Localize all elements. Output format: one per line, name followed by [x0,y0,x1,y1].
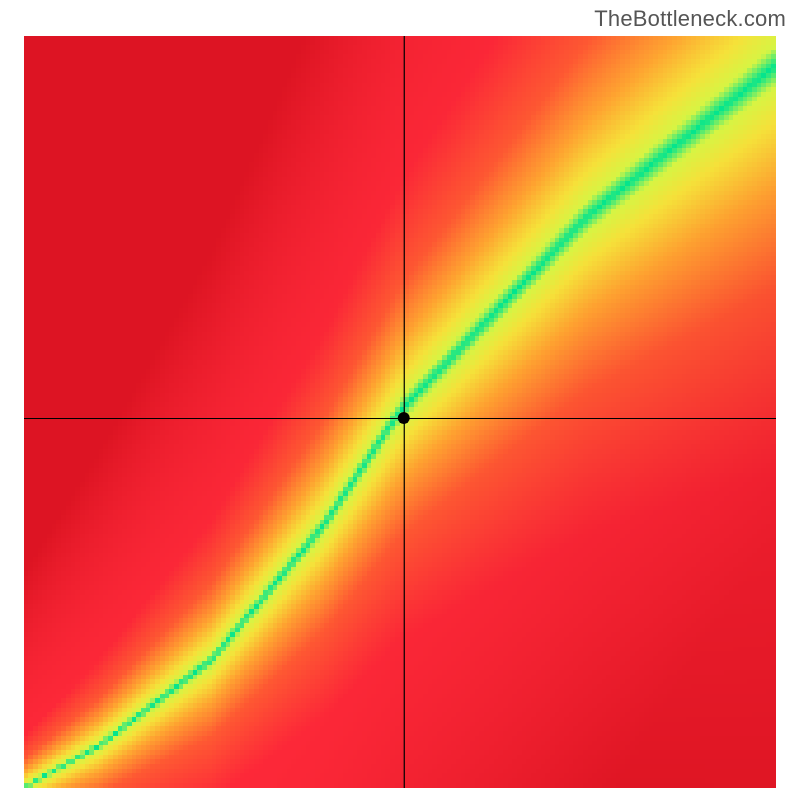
attribution-label: TheBottleneck.com [594,6,786,32]
plot-area [24,36,776,788]
heatmap-canvas [24,36,776,788]
chart-container: TheBottleneck.com [0,0,800,800]
